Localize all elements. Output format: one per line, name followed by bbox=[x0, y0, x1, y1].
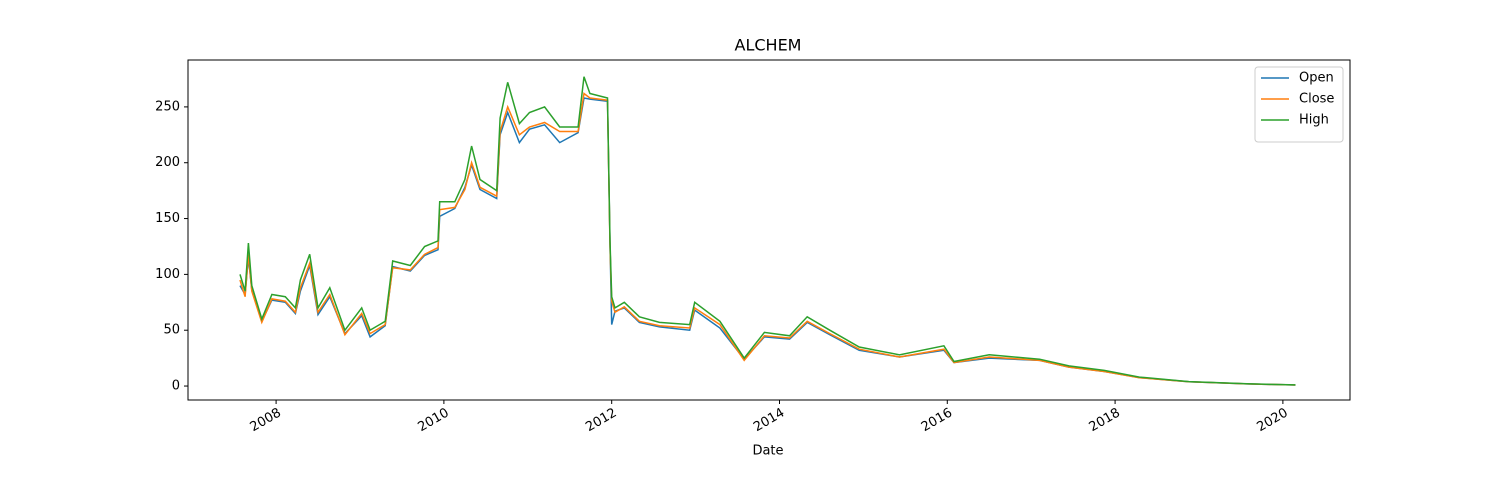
series-line bbox=[239, 97, 1296, 386]
x-tick-label: 2014 bbox=[751, 406, 787, 436]
y-tick-label: 200 bbox=[155, 155, 180, 170]
plot-frame bbox=[187, 59, 1351, 401]
series-line bbox=[239, 92, 1296, 386]
x-tick-label: 2010 bbox=[415, 406, 451, 436]
y-tick-label: 0 bbox=[172, 379, 180, 394]
x-axis-label: Date bbox=[752, 444, 783, 459]
legend-box bbox=[1254, 66, 1344, 143]
series-line bbox=[239, 76, 1296, 386]
x-tick-label: 2016 bbox=[919, 406, 955, 436]
y-tick-label: 250 bbox=[155, 99, 180, 114]
x-tick-label: 2018 bbox=[1087, 406, 1123, 436]
x-tick-label: 2008 bbox=[248, 406, 284, 436]
legend-label: Open bbox=[1299, 71, 1334, 86]
y-tick-label: 100 bbox=[155, 267, 180, 282]
x-tick-label: 2020 bbox=[1254, 406, 1290, 436]
legend: Open Close High bbox=[1254, 66, 1344, 143]
chart-title: ALCHEM bbox=[735, 36, 802, 55]
y-tick-label: 50 bbox=[163, 323, 180, 338]
legend-label: High bbox=[1299, 113, 1329, 128]
x-tick-label: 2012 bbox=[583, 406, 619, 436]
legend-label: Close bbox=[1299, 92, 1334, 107]
y-tick-label: 150 bbox=[155, 211, 180, 226]
